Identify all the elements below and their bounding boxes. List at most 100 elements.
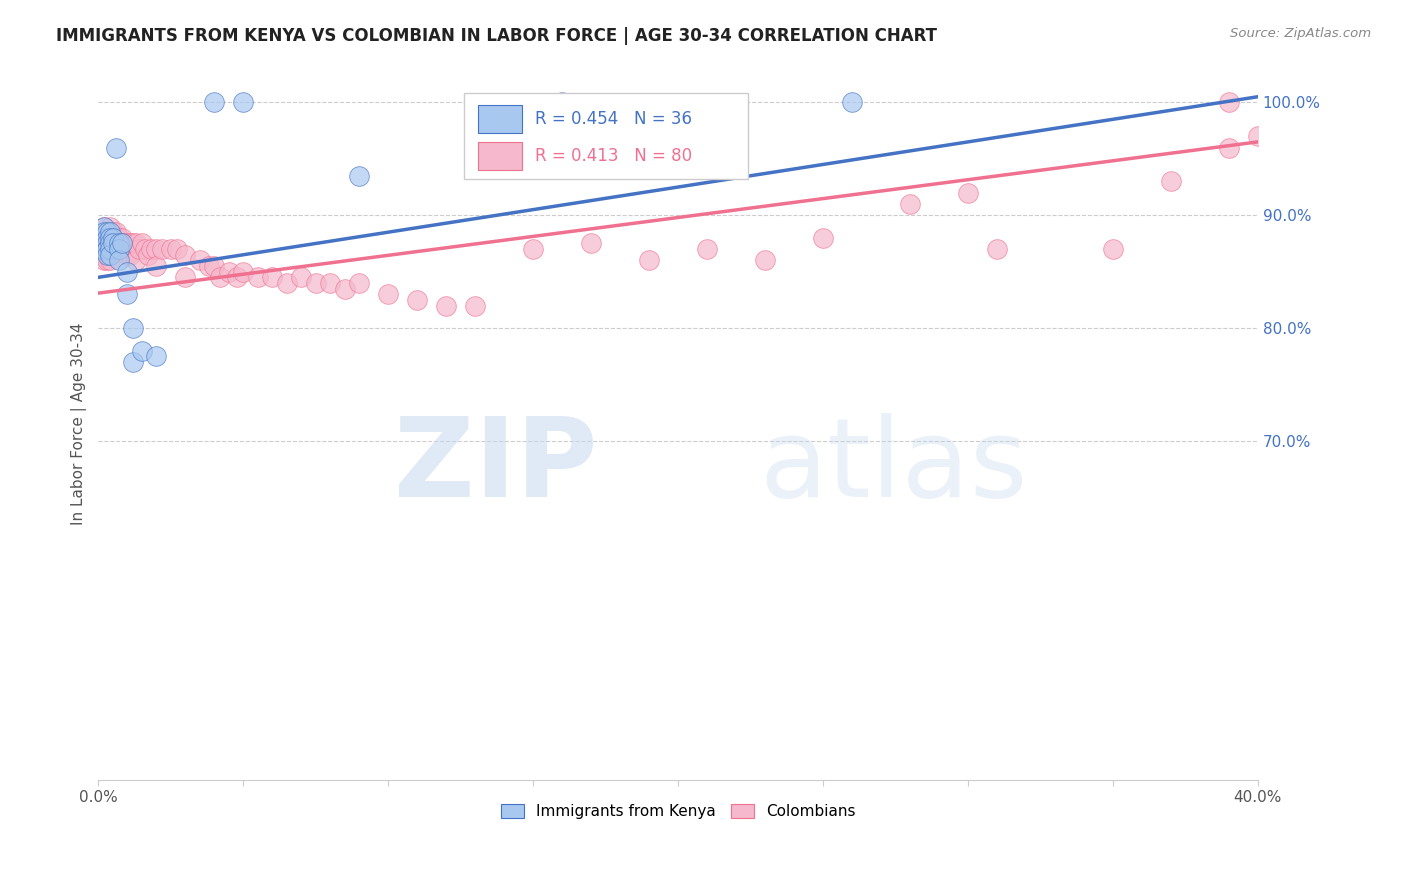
Point [93, 253, 115, 268]
Point [98, 236, 121, 251]
Point [110, 236, 132, 251]
Point [93, 219, 115, 234]
Point [202, 95, 225, 110]
Point [197, 259, 219, 273]
Point [104, 242, 127, 256]
Point [96, 231, 118, 245]
Point [104, 140, 127, 154]
Point [117, 248, 139, 262]
Point [96, 253, 118, 268]
Point [145, 349, 167, 363]
Point [202, 259, 225, 273]
Point [98, 242, 121, 256]
Point [90, 242, 112, 256]
Point [96, 225, 118, 239]
Text: Source: ZipAtlas.com: Source: ZipAtlas.com [1230, 27, 1371, 40]
Point [93, 219, 115, 234]
Point [98, 236, 121, 251]
Point [98, 248, 121, 262]
Point [209, 270, 232, 285]
Point [93, 231, 115, 245]
Text: IMMIGRANTS FROM KENYA VS COLOMBIAN IN LABOR FORCE | AGE 30-34 CORRELATION CHART: IMMIGRANTS FROM KENYA VS COLOMBIAN IN LA… [56, 27, 938, 45]
Point [90, 231, 112, 245]
Point [276, 276, 298, 290]
Point [93, 242, 115, 256]
Point [120, 236, 142, 251]
Point [464, 299, 486, 313]
Point [349, 169, 371, 183]
Point [551, 95, 574, 110]
Point [522, 242, 544, 256]
Point [174, 270, 197, 285]
Point [101, 225, 124, 239]
Point [114, 236, 136, 251]
Point [96, 242, 118, 256]
Point [333, 282, 356, 296]
Point [96, 231, 118, 245]
Point [98, 219, 121, 234]
Point [986, 242, 1008, 256]
Point [166, 242, 188, 256]
Point [139, 242, 162, 256]
Text: R = 0.454   N = 36: R = 0.454 N = 36 [536, 110, 693, 128]
Point [117, 265, 139, 279]
Point [110, 231, 132, 245]
Point [1218, 95, 1240, 110]
Point [841, 95, 863, 110]
Point [319, 276, 342, 290]
Point [101, 236, 124, 251]
Point [159, 242, 181, 256]
Point [246, 270, 269, 285]
Point [98, 231, 121, 245]
Point [107, 236, 129, 251]
Point [638, 253, 661, 268]
Point [232, 95, 254, 110]
Point [98, 242, 121, 256]
Point [96, 242, 118, 256]
Point [93, 236, 115, 251]
Point [101, 231, 124, 245]
Point [122, 236, 145, 251]
Point [107, 253, 129, 268]
Point [232, 265, 254, 279]
Point [96, 236, 118, 251]
Text: ZIP: ZIP [394, 413, 598, 520]
Point [107, 242, 129, 256]
Y-axis label: In Labor Force | Age 30-34: In Labor Force | Age 30-34 [72, 323, 87, 525]
Text: R = 0.413   N = 80: R = 0.413 N = 80 [536, 147, 693, 165]
Point [104, 225, 127, 239]
Point [145, 242, 167, 256]
Point [98, 225, 121, 239]
Point [107, 231, 129, 245]
Point [96, 225, 118, 239]
Point [104, 231, 127, 245]
Point [125, 253, 148, 268]
Point [101, 236, 124, 251]
Point [90, 242, 112, 256]
Point [579, 236, 602, 251]
Point [754, 253, 776, 268]
Point [90, 236, 112, 251]
Point [377, 287, 399, 301]
Point [406, 293, 429, 307]
Point [262, 270, 284, 285]
Text: atlas: atlas [759, 413, 1028, 520]
Point [98, 231, 121, 245]
Point [114, 242, 136, 256]
Point [117, 236, 139, 251]
Point [131, 343, 153, 358]
Point [131, 236, 153, 251]
Point [696, 242, 718, 256]
Point [96, 242, 118, 256]
Point [134, 242, 156, 256]
Point [125, 236, 148, 251]
Point [1160, 174, 1182, 188]
FancyBboxPatch shape [464, 94, 748, 178]
Point [188, 253, 211, 268]
Point [93, 236, 115, 251]
Point [290, 270, 312, 285]
Point [101, 231, 124, 245]
Point [226, 270, 249, 285]
Point [150, 242, 173, 256]
Point [122, 355, 145, 369]
